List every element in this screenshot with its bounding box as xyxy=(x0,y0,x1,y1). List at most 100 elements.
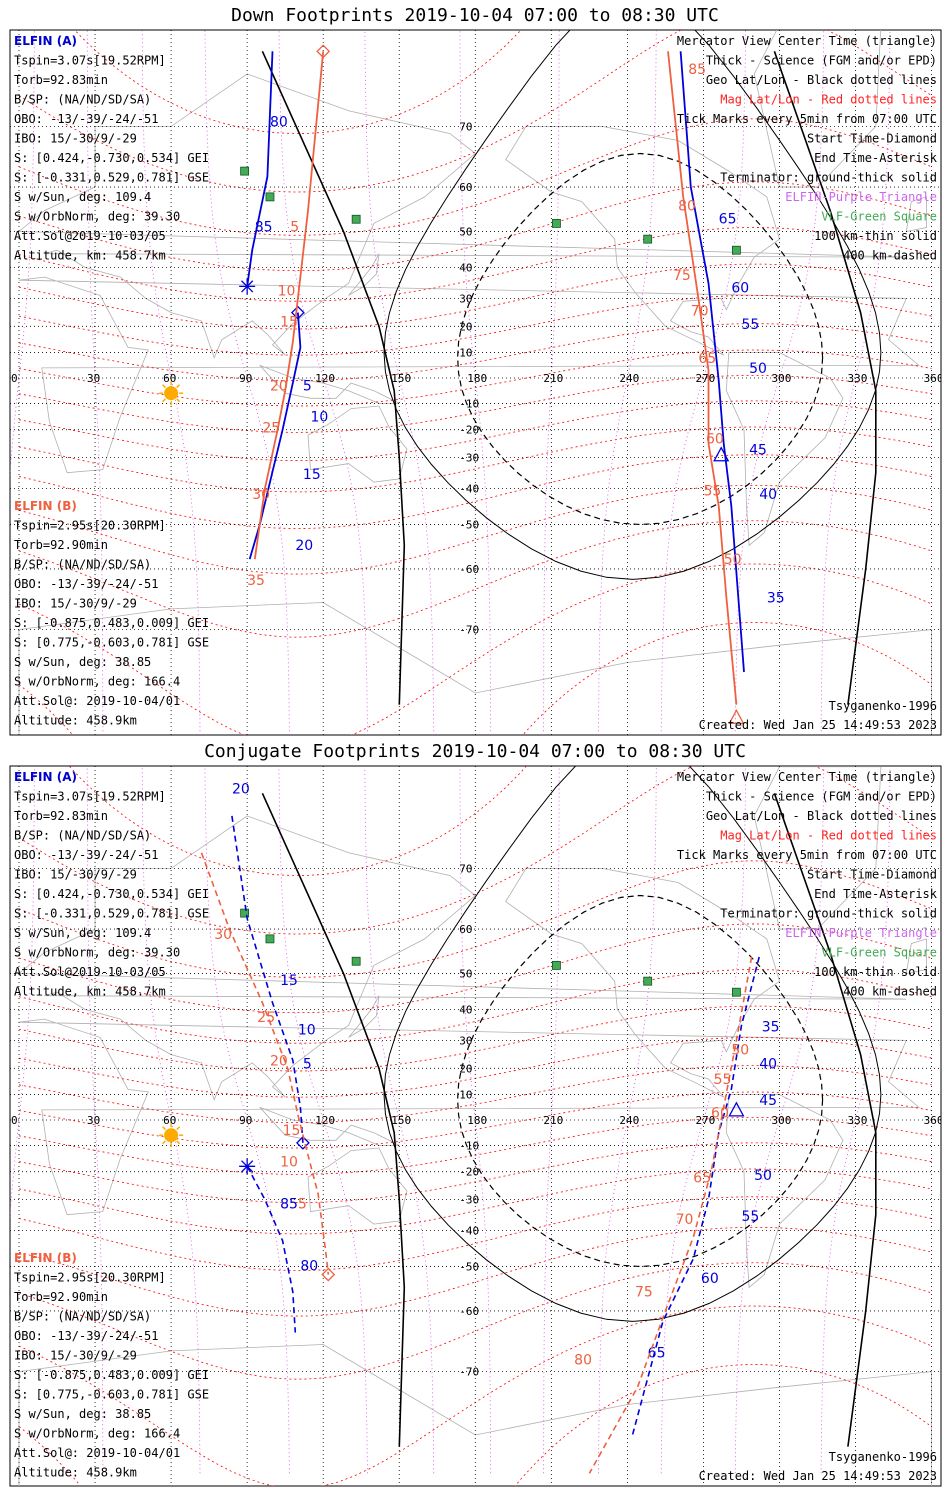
track-tick-label: 75 xyxy=(635,1284,653,1300)
mag-lat-line xyxy=(18,923,932,1013)
panel-inner: 0 30 60 90 120 150 180 210 240 270 300 330 360 70 60 50… xyxy=(10,766,944,1486)
legend-line: Tick Marks every 5min from 07:00 UTC xyxy=(677,848,937,862)
legend-line: Mercator View Center Time (triangle) xyxy=(677,34,937,48)
lat-tick-label: -10 xyxy=(459,1139,479,1152)
mag-lat-line xyxy=(18,30,932,193)
mag-lon-line xyxy=(820,766,891,1474)
lon-tick-label: 30 xyxy=(87,1114,100,1127)
vlf-station xyxy=(552,219,561,228)
sun-ray xyxy=(162,384,166,389)
track-tick-label: 65 xyxy=(698,351,716,367)
mag-lon-line xyxy=(86,766,104,1474)
vlf-station xyxy=(351,214,361,224)
mag-lat-line xyxy=(18,181,932,271)
elfin-a-info-line: OBO: -13/-39/-24/-51 xyxy=(14,112,159,126)
elfin-a-header: ELFIN (A) xyxy=(14,770,77,784)
lat-tick-label: -60 xyxy=(459,1305,479,1318)
lat-tick-label: -50 xyxy=(459,519,479,532)
lon-tick-label: 360 xyxy=(924,1114,944,1127)
mag-lat-line xyxy=(18,227,932,302)
lon-tick-label: 90 xyxy=(239,372,252,385)
lat-tick-label: -70 xyxy=(459,1366,479,1379)
legend-line: Geo Lat/Lon - Black dotted lines xyxy=(706,809,937,823)
legend-line: Thick - Science (FGM and/or EPD) xyxy=(706,54,937,68)
track-tick-label: 35 xyxy=(762,1019,780,1035)
legend-line: 400 km-dashed xyxy=(843,985,937,999)
vlf-station xyxy=(240,908,250,918)
continent-outline xyxy=(18,276,920,474)
vlf-station xyxy=(351,956,361,966)
track-tick-label: 45 xyxy=(759,1093,777,1109)
track-tick-label: 80 xyxy=(300,1259,318,1275)
elfin-b-info-line: S w/OrbNorm, deg: 166.4 xyxy=(14,675,180,689)
mag-lon-line xyxy=(543,766,560,1474)
vlf-station xyxy=(552,961,561,970)
elfin-a-info-line: Att.Sol@2019-10-03/05 xyxy=(14,229,166,243)
elfin-a-info-line: S: [-0.331,0.529,0.781] GSE xyxy=(14,171,209,185)
mag-lon-line xyxy=(459,766,492,1474)
fov-400km xyxy=(456,152,824,526)
legend-line: Geo Lat/Lon - Black dotted lines xyxy=(706,73,937,87)
lon-tick-label: 300 xyxy=(772,372,792,385)
lat-tick-label: 70 xyxy=(459,120,472,133)
track-tick-label: 60 xyxy=(706,431,724,447)
terminator-line xyxy=(261,50,406,705)
elfin-b-info-line: S: [-0.875,0.483,0.009] GEI xyxy=(14,616,209,630)
lat-tick-label: 20 xyxy=(459,1062,472,1075)
continent-outline xyxy=(18,602,932,735)
legend-line: 100 km-thin solid xyxy=(814,965,937,979)
track-line xyxy=(200,852,330,1275)
lon-tick-label: 120 xyxy=(315,1114,335,1127)
vlf-station xyxy=(265,934,275,944)
mag-lat-line xyxy=(18,1196,932,1271)
elfin-a-info-line: S w/OrbNorm, deg: 39.30 xyxy=(14,946,180,960)
elfin-a-info-line: Tspin=3.07s[19.52RPM] xyxy=(14,54,166,68)
track-tick-label: 60 xyxy=(711,1105,729,1121)
lat-tick-label: 30 xyxy=(459,1034,472,1047)
track-tick-label: 30 xyxy=(252,487,270,503)
map-panel-down: 0 30 60 90 120 150 180 210 240 270 300 330 360 70 60 50… xyxy=(9,29,942,736)
legend-line: VLF-Green Square xyxy=(821,946,937,960)
lat-tick-label: 50 xyxy=(459,967,472,980)
mag-lon-line xyxy=(459,30,492,732)
continent-outline xyxy=(18,1344,932,1486)
legend-line: 400 km-dashed xyxy=(843,249,937,263)
lon-tick-label: 150 xyxy=(391,372,411,385)
elfin-a-info-line: Att.Sol@2019-10-03/05 xyxy=(14,965,166,979)
vlf-station xyxy=(643,976,653,986)
lat-tick-label: 40 xyxy=(459,261,472,274)
track-tick-label: 15 xyxy=(280,314,298,330)
lat-tick-label: -60 xyxy=(459,563,479,576)
elfin-b-info-line: Att.Sol@: 2019-10-04/01 xyxy=(14,1446,180,1460)
center-triangle xyxy=(728,1101,745,1117)
center-triangle xyxy=(713,446,730,462)
elfin-a-info-line: IBO: 15/-30/9/-29 xyxy=(14,868,137,882)
lat-tick-label: 30 xyxy=(459,292,472,305)
track-tick-label: 40 xyxy=(759,1056,777,1072)
track-tick-label: 70 xyxy=(676,1212,694,1228)
elfin-a-info-line: OBO: -13/-39/-24/-51 xyxy=(14,848,159,862)
lon-tick-label: 240 xyxy=(619,1114,639,1127)
legend-line: End Time-Asterisk xyxy=(814,151,938,165)
mag-lat-line xyxy=(18,454,932,529)
lon-tick-label: 180 xyxy=(467,1114,487,1127)
mag-lon-line xyxy=(364,766,435,1474)
terminator-line xyxy=(261,792,406,1447)
lon-tick-label: 0 xyxy=(11,1114,18,1127)
elfin-b-info-line: Torb=92.90min xyxy=(14,1290,108,1304)
mag-lat-line xyxy=(18,400,932,462)
elfin-a-info-line: S: [0.424,-0.730,0.534] GEI xyxy=(14,887,209,901)
legend-line: Start Time-Diamond xyxy=(807,868,937,882)
elfin-a-info-line: Torb=92.83min xyxy=(14,809,108,823)
lon-tick-label: 60 xyxy=(163,1114,176,1127)
track-tick-label: 85 xyxy=(255,219,273,235)
lon-tick-label: 330 xyxy=(848,1114,868,1127)
lat-tick-label: -20 xyxy=(459,1166,479,1179)
sun-ray xyxy=(162,398,166,403)
track-line xyxy=(631,956,760,1436)
track-tick-label: 10 xyxy=(298,1022,316,1038)
track-tick-label: 15 xyxy=(280,973,298,989)
lon-tick-label: 90 xyxy=(239,1114,252,1127)
track-tick-label: 55 xyxy=(714,1072,732,1088)
